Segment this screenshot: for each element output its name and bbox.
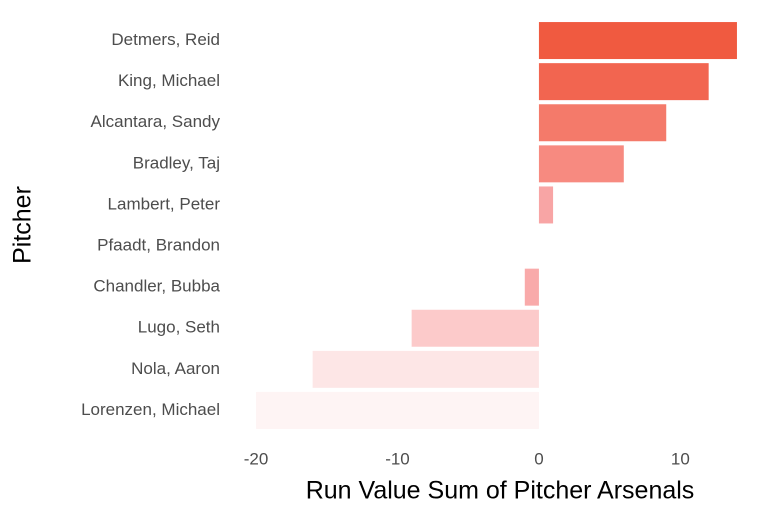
y-tick-label: Pfaadt, Brandon (97, 236, 220, 255)
bar (312, 350, 539, 388)
bar (538, 145, 624, 183)
x-tick-label: -10 (385, 449, 410, 468)
y-tick-label: Lugo, Seth (138, 318, 220, 337)
y-tick-label: Detmers, Reid (111, 30, 220, 49)
y-tick-label: Bradley, Taj (133, 153, 220, 172)
y-tick-label: Alcantara, Sandy (91, 112, 221, 131)
bar (524, 268, 539, 306)
y-tick-label: Lorenzen, Michael (81, 400, 220, 419)
bar (538, 22, 737, 60)
x-tick-label: 10 (671, 449, 690, 468)
x-axis-label: Run Value Sum of Pitcher Arsenals (306, 477, 695, 505)
bar (538, 104, 667, 142)
bar (411, 309, 539, 347)
y-tick-label: King, Michael (118, 71, 220, 90)
bar (538, 186, 554, 224)
y-axis-label: Pitcher (9, 186, 37, 264)
y-tick-label: Lambert, Peter (108, 194, 221, 213)
x-tick-label: 0 (534, 449, 543, 468)
y-tick-label: Nola, Aaron (131, 359, 220, 378)
y-tick-label: Chandler, Bubba (93, 277, 220, 296)
x-tick-label: -20 (244, 449, 269, 468)
bar (256, 391, 539, 429)
bar (538, 63, 709, 101)
